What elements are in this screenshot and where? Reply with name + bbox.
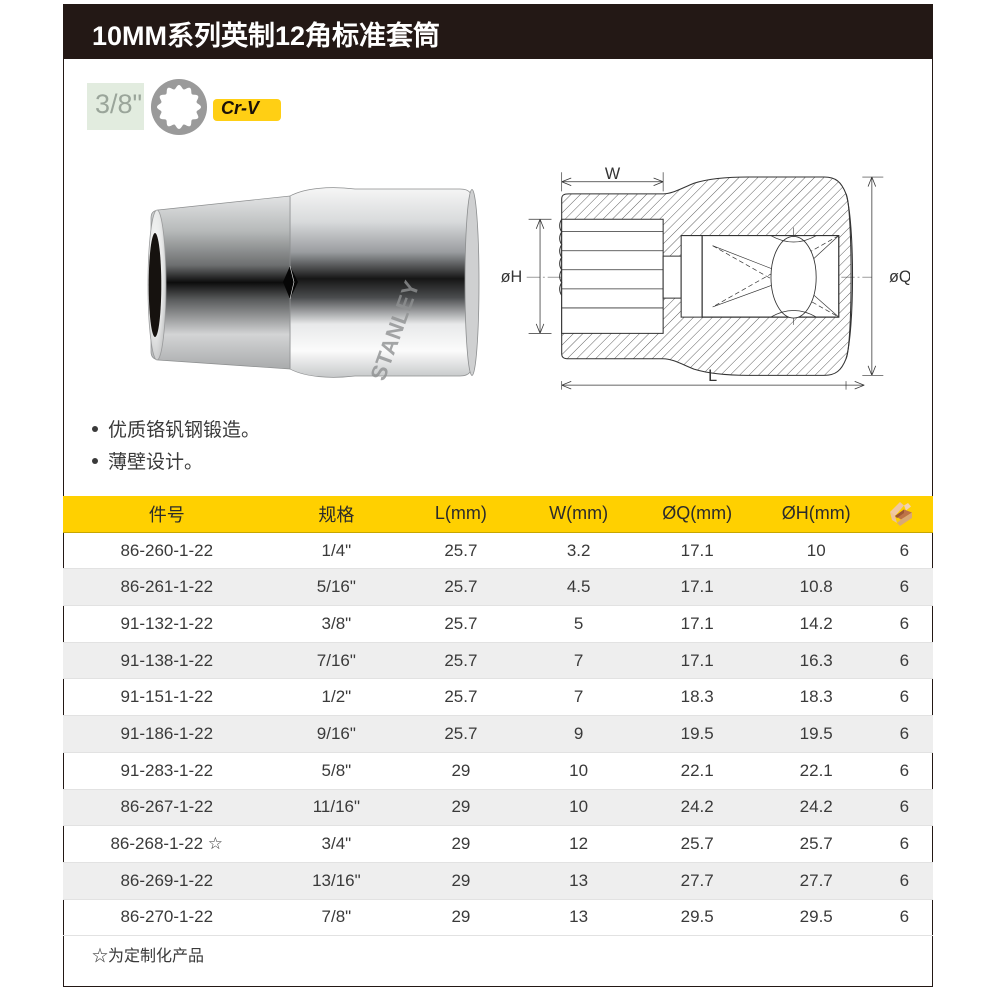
svg-text:L: L [708, 367, 717, 385]
svg-text:øH: øH [501, 268, 523, 286]
svg-text:øQ: øQ [889, 268, 910, 286]
svg-text:W: W [605, 165, 621, 183]
